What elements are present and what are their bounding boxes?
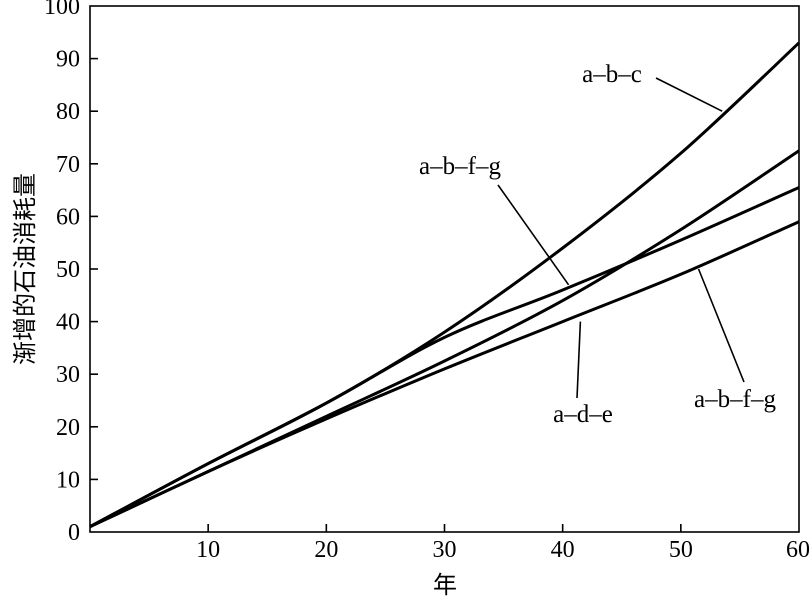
annotation-leader-line <box>697 268 745 383</box>
y-tick-label: 100 <box>44 0 80 20</box>
x-tick-label: 10 <box>196 537 220 563</box>
series-annotation-label: a–b–f–g <box>419 153 501 180</box>
x-tick-label: 60 <box>786 537 810 563</box>
annotation-labels: a–b–c a–b–f–g a–d–e a–b–f–g <box>419 61 776 428</box>
y-tick-label: 60 <box>56 204 80 230</box>
x-axis-ticks: 10 20 30 40 50 60 <box>196 524 810 563</box>
y-tick-label: 0 <box>68 520 80 546</box>
series-annotation-label: a–b–f–g <box>694 386 776 413</box>
series-a-b-f-g-lower-line <box>89 220 800 529</box>
series-a-d-e-line <box>89 186 800 529</box>
annotation-leader-line <box>497 184 570 286</box>
y-tick-label: 10 <box>56 467 80 493</box>
y-axis-ticks: 0 10 20 30 40 50 60 70 80 90 100 <box>44 0 98 546</box>
series-layer <box>89 41 801 529</box>
y-axis-title: 渐增的石油消耗量 <box>11 173 39 365</box>
annotation-leaders <box>497 77 745 399</box>
x-tick-label: 20 <box>314 537 338 563</box>
series-a-b-c-line <box>89 41 801 529</box>
y-tick-label: 80 <box>56 99 80 125</box>
y-tick-label: 70 <box>56 152 80 178</box>
annotation-leader-line <box>655 77 723 112</box>
series-annotation-label: a–b–c <box>582 61 642 88</box>
x-tick-label: 40 <box>551 537 575 563</box>
y-tick-label: 30 <box>56 362 80 388</box>
y-tick-label: 90 <box>56 47 80 73</box>
x-tick-label: 50 <box>669 537 693 563</box>
x-tick-label: 30 <box>433 537 457 563</box>
annotation-leader-line <box>576 321 582 399</box>
series-annotation-label: a–d–e <box>553 401 613 428</box>
y-tick-label: 40 <box>56 310 80 336</box>
y-tick-label: 50 <box>56 257 80 283</box>
y-tick-label: 20 <box>56 415 80 441</box>
x-axis-title: 年 <box>433 571 457 599</box>
